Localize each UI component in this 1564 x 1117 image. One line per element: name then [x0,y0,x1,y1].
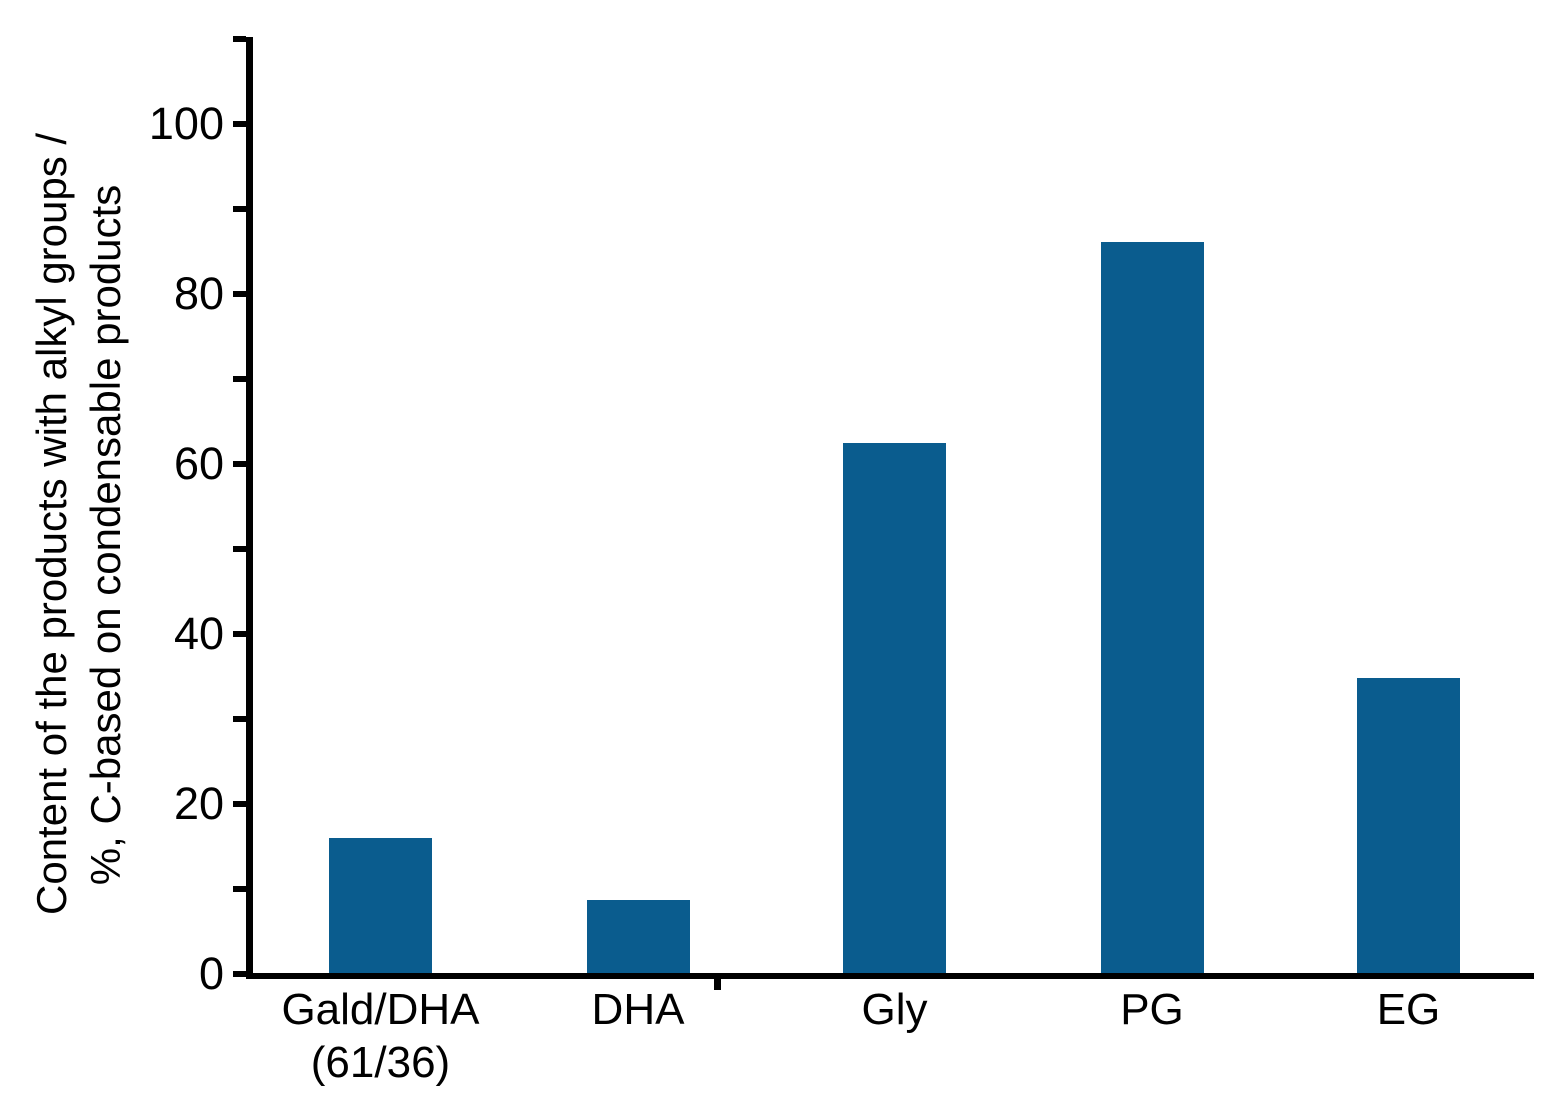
x-tick-label-line2: (61/36) [310,1038,451,1087]
x-axis-separator-tick [714,979,721,990]
x-tick-label-gald-dha: Gald/DHA (61/36) [221,983,541,1089]
bar-pg [1100,242,1204,973]
y-tick-40 [233,631,246,637]
y-tick-20 [233,801,246,807]
y-tick-0 [233,971,246,977]
y-tick-90 [233,206,246,212]
x-tick-label-dha: DHA [478,983,798,1036]
x-tick-label-gly: Gly [735,983,1055,1036]
x-tick-label-line1: PG [1120,985,1184,1034]
y-tick-label-80: 80 [173,268,224,319]
x-tick-label-line1: DHA [591,985,685,1034]
bar-dha [586,900,690,973]
x-tick-label-eg: EG [1249,983,1564,1036]
y-tick-label-0: 0 [198,948,224,999]
x-axis-line [246,973,1534,979]
y-tick-110 [233,36,246,42]
y-tick-100 [233,121,246,127]
bar-eg [1357,678,1460,973]
y-tick-label-40: 40 [173,608,224,659]
y-tick-70 [233,376,246,382]
y-axis-line [246,37,253,979]
x-tick-label-pg: PG [992,983,1312,1036]
y-tick-label-20: 20 [173,778,224,829]
bar-gly [843,443,946,973]
bar-gald-dha [329,838,432,973]
y-tick-60 [233,461,246,467]
y-tick-50 [233,546,246,552]
y-tick-80 [233,291,246,297]
y-tick-30 [233,716,246,722]
x-tick-label-line1: Gald/DHA [281,985,480,1034]
x-tick-label-line1: EG [1376,985,1441,1034]
y-tick-10 [233,886,246,892]
y-tick-label-100: 100 [148,98,224,149]
y-tick-label-60: 60 [173,438,224,489]
x-tick-label-line1: Gly [861,985,928,1034]
